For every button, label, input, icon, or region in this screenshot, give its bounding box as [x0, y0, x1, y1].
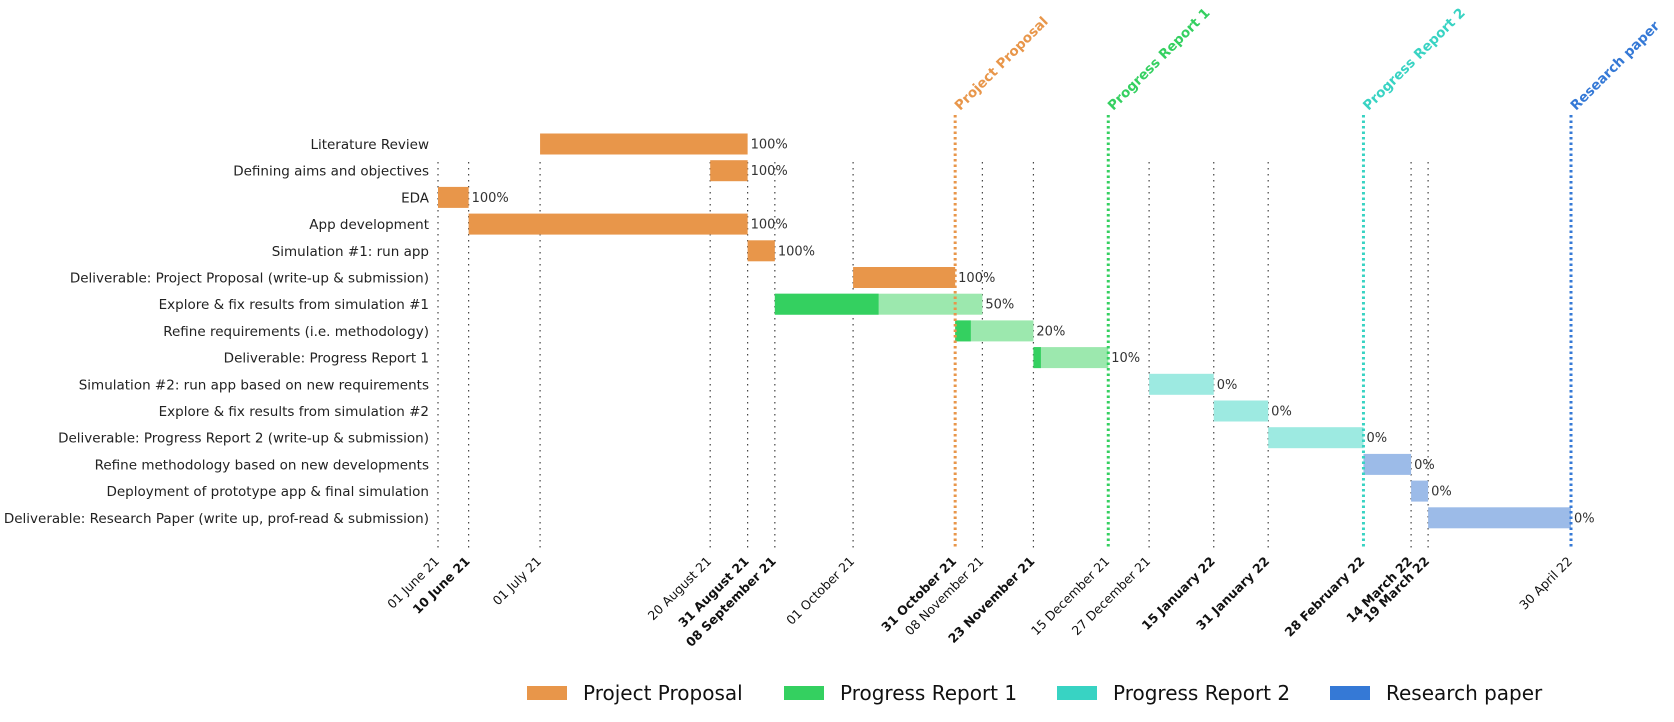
legend-swatch [527, 686, 567, 700]
task-name-label: App development [309, 217, 429, 233]
completion-label: 10% [1111, 351, 1140, 366]
task-name-label: Simulation #1: run app [272, 244, 429, 260]
legend: Project Proposal Progress Report 1 Progres… [527, 681, 1543, 705]
gridlines [437, 162, 1429, 548]
legend-label: Research paper [1386, 681, 1543, 705]
task-name-label: Defining aims and objectives [233, 164, 429, 180]
task-bar [1033, 347, 1109, 369]
milestone-label: Project Proposal [952, 14, 1052, 114]
completion-label: 100% [751, 164, 788, 179]
legend-label: Project Proposal [583, 681, 743, 705]
completion-label: 20% [1036, 324, 1065, 339]
x-tick-label: 28 February 22 [1281, 554, 1367, 640]
x-tick-label: 01 July 21 [490, 554, 545, 609]
task-bar [1363, 453, 1412, 475]
legend-swatch [1330, 686, 1370, 700]
completion-label: 100% [472, 191, 509, 206]
task-name-label: EDA [401, 190, 430, 206]
x-tick-label: 20 August 21 [645, 554, 715, 624]
task-bar [468, 213, 748, 235]
task-bar [747, 240, 775, 262]
task-bar [540, 133, 748, 155]
legend-label: Progress Report 1 [840, 681, 1017, 705]
task-name-label: Refine methodology based on new developm… [95, 457, 429, 473]
task-name-label: Simulation #2: run app based on new requ… [79, 377, 429, 393]
milestone-label: Progress Report 1 [1105, 5, 1214, 114]
completion-label: 100% [958, 271, 995, 286]
task-name-label: Literature Review [310, 137, 429, 153]
milestones: Project Proposal Progress Report 1 Progres… [952, 5, 1664, 548]
task-bar [1213, 400, 1269, 422]
task-name-label: Deliverable: Project Proposal (write-up … [70, 271, 429, 287]
completion-label: 0% [1217, 378, 1238, 393]
completion-label: 100% [751, 138, 788, 153]
completion-label: 100% [751, 218, 788, 233]
task-name-label: Deliverable: Research Paper (write up, p… [4, 511, 429, 527]
completion-label: 0% [1431, 485, 1452, 500]
task-bar-progress [774, 293, 879, 315]
task-bar [438, 186, 469, 208]
task-name-label: Deliverable: Progress Report 1 [224, 351, 429, 367]
completion-label: 0% [1414, 458, 1435, 473]
task-bar-progress [1033, 347, 1041, 369]
task-bars [438, 133, 1571, 529]
task-name-label: Deliverable: Progress Report 2 (write-up… [58, 431, 429, 447]
completion-label: 0% [1271, 405, 1292, 420]
x-tick-label: 23 November 21 [945, 554, 1037, 646]
completion-label: 50% [985, 298, 1014, 313]
task-name-label: Deployment of prototype app & final simu… [106, 484, 429, 500]
legend-swatch [784, 686, 824, 700]
task-bar [1268, 427, 1364, 449]
task-bar [1428, 507, 1571, 529]
task-name-label: Explore & fix results from simulation #2 [159, 404, 429, 420]
task-bar [853, 267, 956, 288]
legend-label: Progress Report 2 [1113, 681, 1290, 705]
task-name-label: Refine requirements (i.e. methodology) [163, 324, 429, 340]
milestone-label: Research paper [1568, 18, 1664, 114]
task-labels: 100% Literature Review 100% Defining aims a… [4, 137, 1595, 527]
completion-label: 100% [778, 244, 815, 259]
completion-label: 0% [1366, 431, 1387, 446]
legend-swatch [1057, 686, 1097, 700]
completion-label: 0% [1574, 511, 1595, 526]
task-bar [1149, 373, 1214, 395]
task-bar [955, 320, 1034, 342]
task-bar [1411, 480, 1429, 502]
task-bar-progress [955, 320, 971, 342]
task-name-label: Explore & fix results from simulation #1 [159, 297, 429, 313]
task-bar [710, 160, 748, 182]
milestone-label: Progress Report 2 [1360, 5, 1469, 114]
x-tick-label: 01 October 21 [783, 554, 857, 628]
x-tick-label: 30 April 22 [1516, 554, 1575, 613]
